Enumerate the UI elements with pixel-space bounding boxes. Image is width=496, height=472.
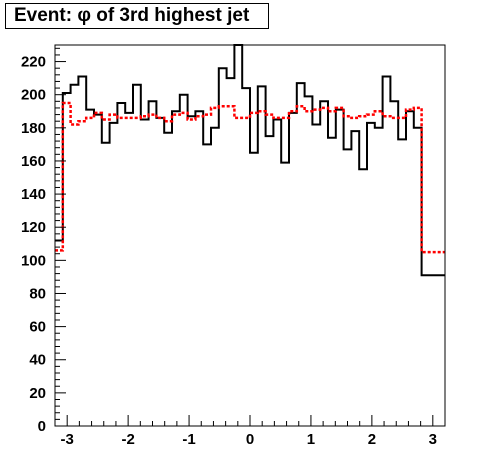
y-tick-label: 60 xyxy=(29,319,46,336)
series-line-2 xyxy=(55,101,445,254)
y-tick-label: 180 xyxy=(21,120,46,137)
x-tick-label: 1 xyxy=(307,431,315,448)
y-tick-label: 40 xyxy=(29,352,46,369)
y-tick-label: 0 xyxy=(38,418,46,435)
series-layer xyxy=(55,44,445,277)
y-tick-label: 160 xyxy=(21,153,46,170)
y-tick-label: 100 xyxy=(21,252,46,269)
y-tick-label: 120 xyxy=(21,219,46,236)
x-tick-label: -2 xyxy=(121,431,134,448)
x-tick-label: -1 xyxy=(182,431,195,448)
y-tick-label: 80 xyxy=(29,285,46,302)
x-tick-label: 0 xyxy=(246,431,254,448)
y-tick-label: 20 xyxy=(29,385,46,402)
y-tick-label: 200 xyxy=(21,87,46,104)
axis-layer: 0 20 40 60 80 100 120 140 160 180 200 220 -3 -2 -1 0 1 2 3 xyxy=(21,47,446,448)
y-tick-label: 220 xyxy=(21,54,46,71)
y-tick-label: 140 xyxy=(21,186,46,203)
chart-title: Event: φ of 3rd highest jet xyxy=(5,3,269,29)
x-tick-label: 3 xyxy=(429,431,437,448)
x-tick-label: -3 xyxy=(61,431,74,448)
x-tick-label: 2 xyxy=(368,431,376,448)
series-line-1 xyxy=(55,44,445,277)
